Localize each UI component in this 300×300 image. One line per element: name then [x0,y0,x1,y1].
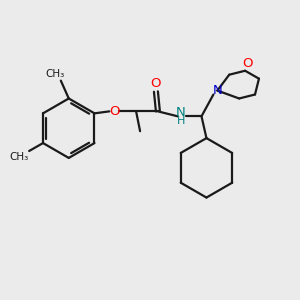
Text: O: O [242,57,252,70]
Text: O: O [151,77,161,90]
Text: O: O [109,105,120,118]
Text: N: N [212,84,222,97]
Text: N: N [176,106,186,119]
Text: CH₃: CH₃ [10,152,29,162]
Text: CH₃: CH₃ [45,69,64,79]
Text: H: H [176,116,185,126]
